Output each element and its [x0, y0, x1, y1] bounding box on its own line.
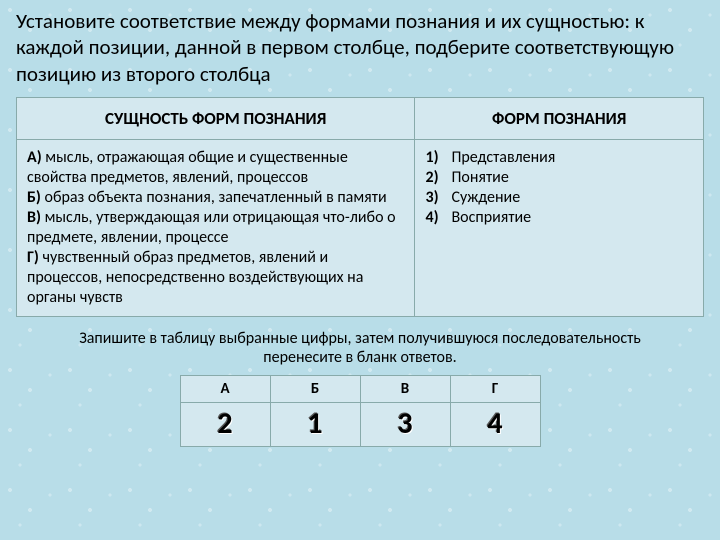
answer-table: АБВГ 2134	[180, 375, 541, 447]
essence-item: Г) чувственный образ предметов, явлений …	[27, 248, 404, 308]
task-title: Установите соответствие между формами по…	[16, 8, 704, 87]
answer-header-cell: А	[180, 376, 270, 403]
answer-value-cell: 4	[450, 403, 540, 447]
essence-cell: А) мысль, отражающая общие и существенны…	[17, 140, 415, 317]
answer-value-cell: 1	[270, 403, 360, 447]
answer-value-cell: 2	[180, 403, 270, 447]
essence-item: А) мысль, отражающая общие и существенны…	[27, 148, 404, 188]
form-item: 4)Восприятие	[425, 208, 693, 228]
answer-header-cell: Б	[270, 376, 360, 403]
form-item: 3)Суждение	[425, 188, 693, 208]
form-item: 1)Представления	[425, 148, 693, 168]
instruction-text: Запишите в таблицу выбранные цифры, зате…	[46, 329, 674, 367]
answer-header-cell: Г	[450, 376, 540, 403]
essence-item: В) мысль, утверждающая или отрицающая чт…	[27, 208, 404, 248]
header-right: ФОРМ ПОЗНАНИЯ	[415, 97, 704, 139]
header-left: СУЩНОСТЬ ФОРМ ПОЗНАНИЯ	[17, 97, 415, 139]
answer-header-cell: В	[360, 376, 450, 403]
forms-cell: 1)Представления2)Понятие3)Суждение4)Восп…	[415, 140, 704, 317]
form-item: 2)Понятие	[425, 168, 693, 188]
matching-table: СУЩНОСТЬ ФОРМ ПОЗНАНИЯ ФОРМ ПОЗНАНИЯ А) …	[16, 97, 704, 317]
essence-item: Б) образ объекта познания, запечатленный…	[27, 188, 404, 208]
answer-value-cell: 3	[360, 403, 450, 447]
